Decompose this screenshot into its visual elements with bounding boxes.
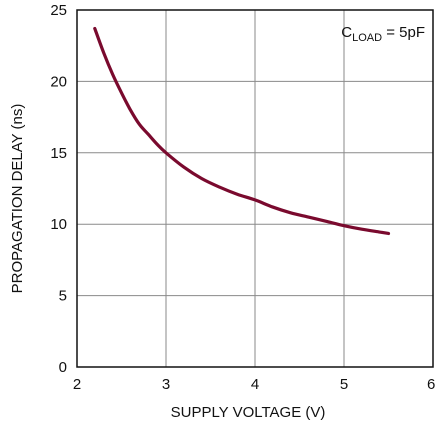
x-tick-label: 2 — [73, 376, 81, 393]
y-tick-label: 20 — [50, 73, 67, 90]
x-tick-label: 3 — [162, 376, 170, 393]
annotation-subscript: LOAD — [352, 32, 382, 44]
curve-layer — [93, 26, 391, 236]
y-tick-labels: 0 5 10 15 20 25 — [50, 2, 67, 376]
annotation-rest: = 5pF — [382, 24, 425, 41]
y-tick-label: 15 — [50, 145, 67, 162]
y-tick-label: 0 — [59, 359, 67, 376]
y-tick-label: 25 — [50, 2, 67, 19]
plot-frame — [76, 9, 434, 368]
y-tick-label: 10 — [50, 216, 67, 233]
y-axis-title: PROPAGATION DELAY (ns) — [9, 104, 26, 294]
x-tick-label: 6 — [427, 376, 435, 393]
x-tick-label: 5 — [340, 376, 348, 393]
y-tick-label: 5 — [59, 288, 67, 305]
x-tick-label: 4 — [251, 376, 259, 393]
x-tick-labels: 2 3 4 5 6 — [73, 376, 435, 393]
x-axis-title: SUPPLY VOLTAGE (V) — [171, 404, 326, 421]
annotation-main: C — [341, 24, 352, 41]
grid-lines — [76, 9, 434, 368]
propagation-delay-curve — [93, 26, 391, 236]
load-capacitance-annotation: CLOAD = 5pF — [341, 24, 425, 44]
